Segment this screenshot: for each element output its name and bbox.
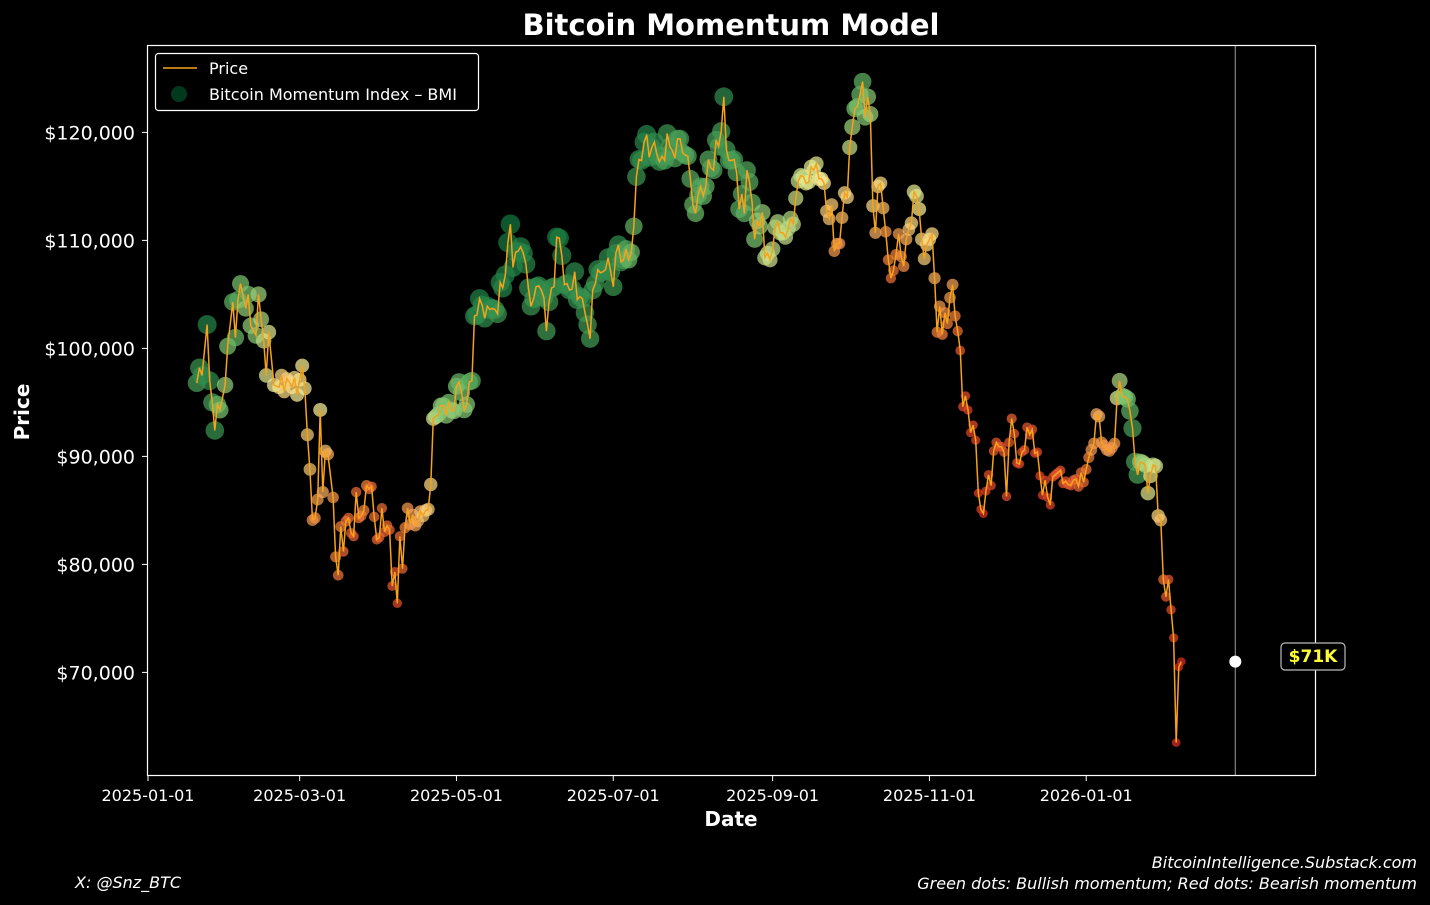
y-tick-label: $100,000	[44, 338, 135, 360]
x-tick-label: 2025-09-01	[726, 786, 819, 805]
bmi-dot	[1177, 657, 1186, 666]
x-tick-label: 2025-05-01	[410, 786, 503, 805]
badge-label: $71K	[1289, 647, 1338, 667]
y-tick-label: $110,000	[44, 230, 135, 252]
plot-area	[187, 46, 1242, 775]
x-tick-label: 2025-01-01	[102, 786, 195, 805]
legend: Price Bitcoin Momentum Index – BMI	[154, 52, 480, 112]
legend-bmi-label: Bitcoin Momentum Index – BMI	[209, 85, 457, 104]
plot-frame	[146, 44, 1317, 777]
footer-handle: X: @Snz_BTC	[74, 873, 182, 893]
bmi-dot	[313, 402, 328, 417]
y-axis-label: Price	[10, 384, 34, 441]
y-tick-label: $120,000	[44, 122, 135, 144]
footer-site: BitcoinIntelligence.Substack.com	[1152, 853, 1417, 872]
legend-box	[154, 52, 480, 112]
legend-price-label: Price	[209, 59, 248, 78]
chart-title: Bitcoin Momentum Model	[523, 8, 940, 42]
x-tick-label: 2025-03-01	[253, 786, 346, 805]
y-tick-label: $70,000	[56, 662, 135, 684]
current-price-marker	[1229, 655, 1242, 668]
badge-box	[1280, 642, 1346, 671]
x-tick-label: 2025-11-01	[883, 786, 976, 805]
bmi-dot	[316, 485, 329, 499]
current-price-badge: $71K	[1280, 642, 1346, 671]
x-tick-label: 2026-01-01	[1040, 786, 1133, 805]
y-tick-label: $80,000	[56, 554, 135, 576]
x-axis-ticks: 2025-01-01 2025-03-01 2025-05-01 2025-07-01…	[102, 775, 1133, 805]
y-axis-ticks: $70,000 $80,000 $90,000 $100,000 $110,000 $12…	[44, 122, 148, 684]
legend-bmi-swatch	[171, 86, 187, 102]
price-line	[196, 81, 1182, 743]
x-tick-label: 2025-07-01	[567, 786, 660, 805]
y-tick-label: $90,000	[56, 446, 135, 468]
x-axis-label: Date	[704, 807, 757, 831]
footer-note: Green dots: Bullish momentum; Red dots: …	[917, 874, 1417, 893]
